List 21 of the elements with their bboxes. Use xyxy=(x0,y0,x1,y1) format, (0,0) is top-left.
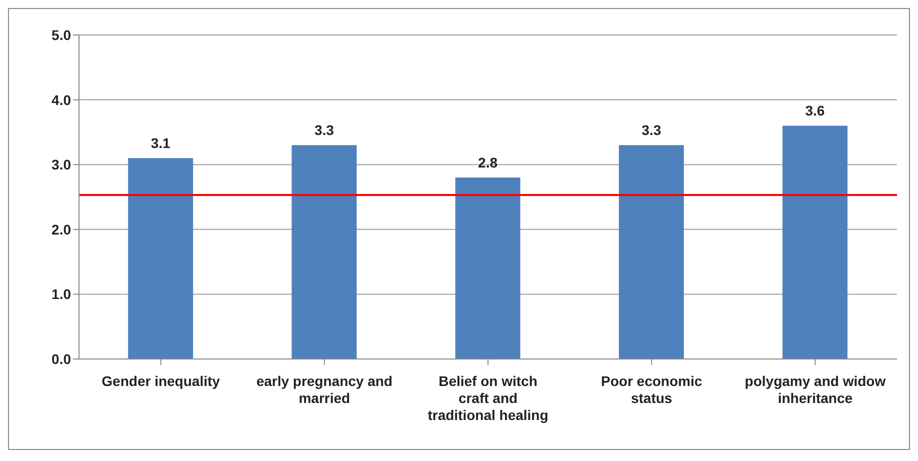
y-tick-label: 2.0 xyxy=(52,221,72,238)
bar xyxy=(128,158,194,359)
y-tick-label: 0.0 xyxy=(52,350,72,367)
x-tick-label: early pregnancy and married xyxy=(256,373,392,406)
bar xyxy=(618,145,684,359)
y-tick-label: 5.0 xyxy=(52,26,72,43)
data-label: 2.8 xyxy=(478,154,498,171)
bar xyxy=(292,145,357,359)
y-tick-label: 1.0 xyxy=(52,286,72,302)
x-tick-label: Gender inequality xyxy=(102,373,220,390)
y-tick-label: 4.0 xyxy=(52,92,72,108)
x-tick-label: polygamy and widow inheritance xyxy=(744,373,886,406)
bar xyxy=(455,178,520,359)
data-label: 3.3 xyxy=(642,122,662,138)
x-tick-label: Belief on witch craft and traditional healing xyxy=(428,373,548,423)
data-label: 3.1 xyxy=(150,135,171,152)
data-label: 3.3 xyxy=(314,122,334,138)
data-label: 3.6 xyxy=(805,102,825,119)
x-tick-label: Poor economic status xyxy=(601,373,702,406)
y-tick-label: 3.0 xyxy=(52,156,72,173)
bar xyxy=(782,126,848,359)
